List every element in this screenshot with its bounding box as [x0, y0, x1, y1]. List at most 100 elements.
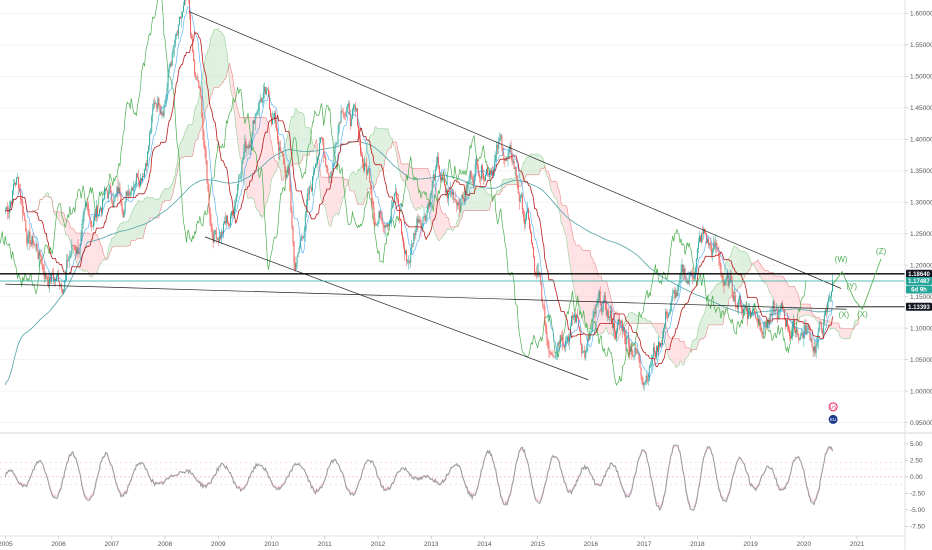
- candle-body: [213, 231, 215, 243]
- cloud-segment: [561, 204, 563, 224]
- cloud-segment: [632, 312, 634, 324]
- candle-body: [540, 275, 542, 283]
- cloud-segment: [825, 320, 827, 326]
- cloud-segment: [376, 128, 378, 179]
- cloud-segment: [610, 295, 612, 335]
- candle-body: [529, 219, 530, 229]
- candle-body: [535, 271, 537, 274]
- cloud-segment: [569, 220, 571, 267]
- candle-body: [293, 241, 295, 262]
- cloud-segment: [578, 245, 580, 305]
- cloud-segment: [373, 127, 375, 189]
- candle-body: [472, 180, 474, 186]
- candle-body: [637, 352, 639, 354]
- candle-body: [23, 211, 25, 216]
- cloud-segment: [153, 198, 155, 218]
- candle-body: [374, 218, 376, 225]
- cloud-segment: [198, 91, 200, 135]
- candle-body: [267, 89, 269, 97]
- cloud-segment: [147, 196, 149, 223]
- candle-body: [79, 244, 81, 254]
- cloud-segment: [718, 282, 720, 325]
- cloud-segment: [73, 229, 75, 256]
- cloud-segment: [195, 105, 197, 141]
- candle-body: [394, 191, 396, 194]
- candle-body: [206, 161, 208, 182]
- cloud-segment: [418, 168, 420, 210]
- oscillator-axis[interactable]: 5.00 2.50 0.00 -2.50 -5.00 -7.50: [905, 441, 925, 531]
- cloud-segment: [821, 319, 823, 324]
- cloud-segment: [699, 322, 701, 340]
- candle-body: [264, 86, 266, 94]
- cloud-segment: [562, 204, 564, 227]
- cloud-segment: [555, 181, 557, 199]
- candle-body: [326, 165, 328, 168]
- cloud-segment: [139, 200, 141, 239]
- candle-body: [65, 272, 67, 281]
- candle-body: [108, 192, 110, 199]
- candle-body: [334, 145, 336, 154]
- candle-body: [618, 319, 620, 325]
- cloud-segment: [849, 328, 851, 339]
- candle-body: [494, 161, 496, 170]
- price-axis-tick-label: 1.15000: [910, 294, 932, 301]
- candle-body: [628, 335, 630, 347]
- time-axis[interactable]: 2005 2006 2007 2008 2009 2010 2011 2012 2013 2014…: [0, 536, 865, 548]
- cloud-segment: [161, 190, 163, 205]
- cloud-segment: [47, 192, 49, 197]
- candle-body: [727, 273, 729, 286]
- candle-body: [579, 326, 581, 331]
- candle-body: [91, 226, 93, 227]
- candle-body: [798, 334, 800, 341]
- price-axis[interactable]: 1.60000 1.55000 1.50000 1.45000 1.40000 1.350…: [905, 11, 932, 427]
- candle-body: [590, 332, 592, 336]
- cloud-segment: [648, 320, 650, 324]
- candle-body: [741, 308, 743, 313]
- price-pane[interactable]: (W) (Y) (Z) (X) (X) US EU: [0, 0, 905, 424]
- economic-event-icon[interactable]: [828, 414, 838, 424]
- cloud-segment: [759, 263, 761, 278]
- cloud-segment: [506, 179, 508, 185]
- candle-body: [327, 167, 329, 173]
- cloud-segment: [781, 275, 783, 307]
- oscillator-pane[interactable]: [0, 444, 905, 511]
- candle-body: [61, 284, 63, 290]
- candle-body: [125, 191, 127, 202]
- cloud-segment: [439, 202, 441, 241]
- cloud-segment: [359, 167, 361, 205]
- cloud-segment: [808, 304, 810, 316]
- candle-body: [116, 187, 118, 194]
- cloud-segment: [789, 286, 791, 321]
- candle-body: [329, 176, 331, 179]
- cloud-segment: [301, 112, 303, 161]
- cloud-span-b: [31, 63, 860, 354]
- cloud-segment: [479, 187, 481, 211]
- cloud-segment: [571, 229, 573, 281]
- economic-event-icon[interactable]: [828, 402, 838, 412]
- candle-body: [121, 203, 123, 211]
- candle-body: [520, 194, 522, 198]
- time-axis-tick-label: 2012: [371, 541, 386, 548]
- candle-body: [675, 292, 677, 299]
- cloud-segment: [572, 233, 574, 287]
- candle-body: [749, 310, 751, 312]
- candle-body: [36, 243, 38, 251]
- candle-body: [303, 230, 305, 237]
- candle-body: [764, 321, 766, 323]
- candle-body: [449, 192, 451, 194]
- candle-body: [164, 100, 166, 107]
- cloud-segment: [661, 323, 663, 338]
- candle-body: [376, 223, 378, 225]
- cloud-segment: [136, 202, 138, 240]
- candle-body: [443, 178, 444, 180]
- candle-body: [812, 346, 814, 352]
- candle-body: [448, 193, 450, 199]
- candle-body: [595, 305, 597, 314]
- candle-body: [483, 179, 485, 181]
- cloud-segment: [552, 181, 554, 194]
- candle-body: [368, 168, 370, 171]
- candle-body: [504, 159, 506, 161]
- candle-body: [122, 210, 124, 218]
- cloud-segment: [643, 318, 645, 324]
